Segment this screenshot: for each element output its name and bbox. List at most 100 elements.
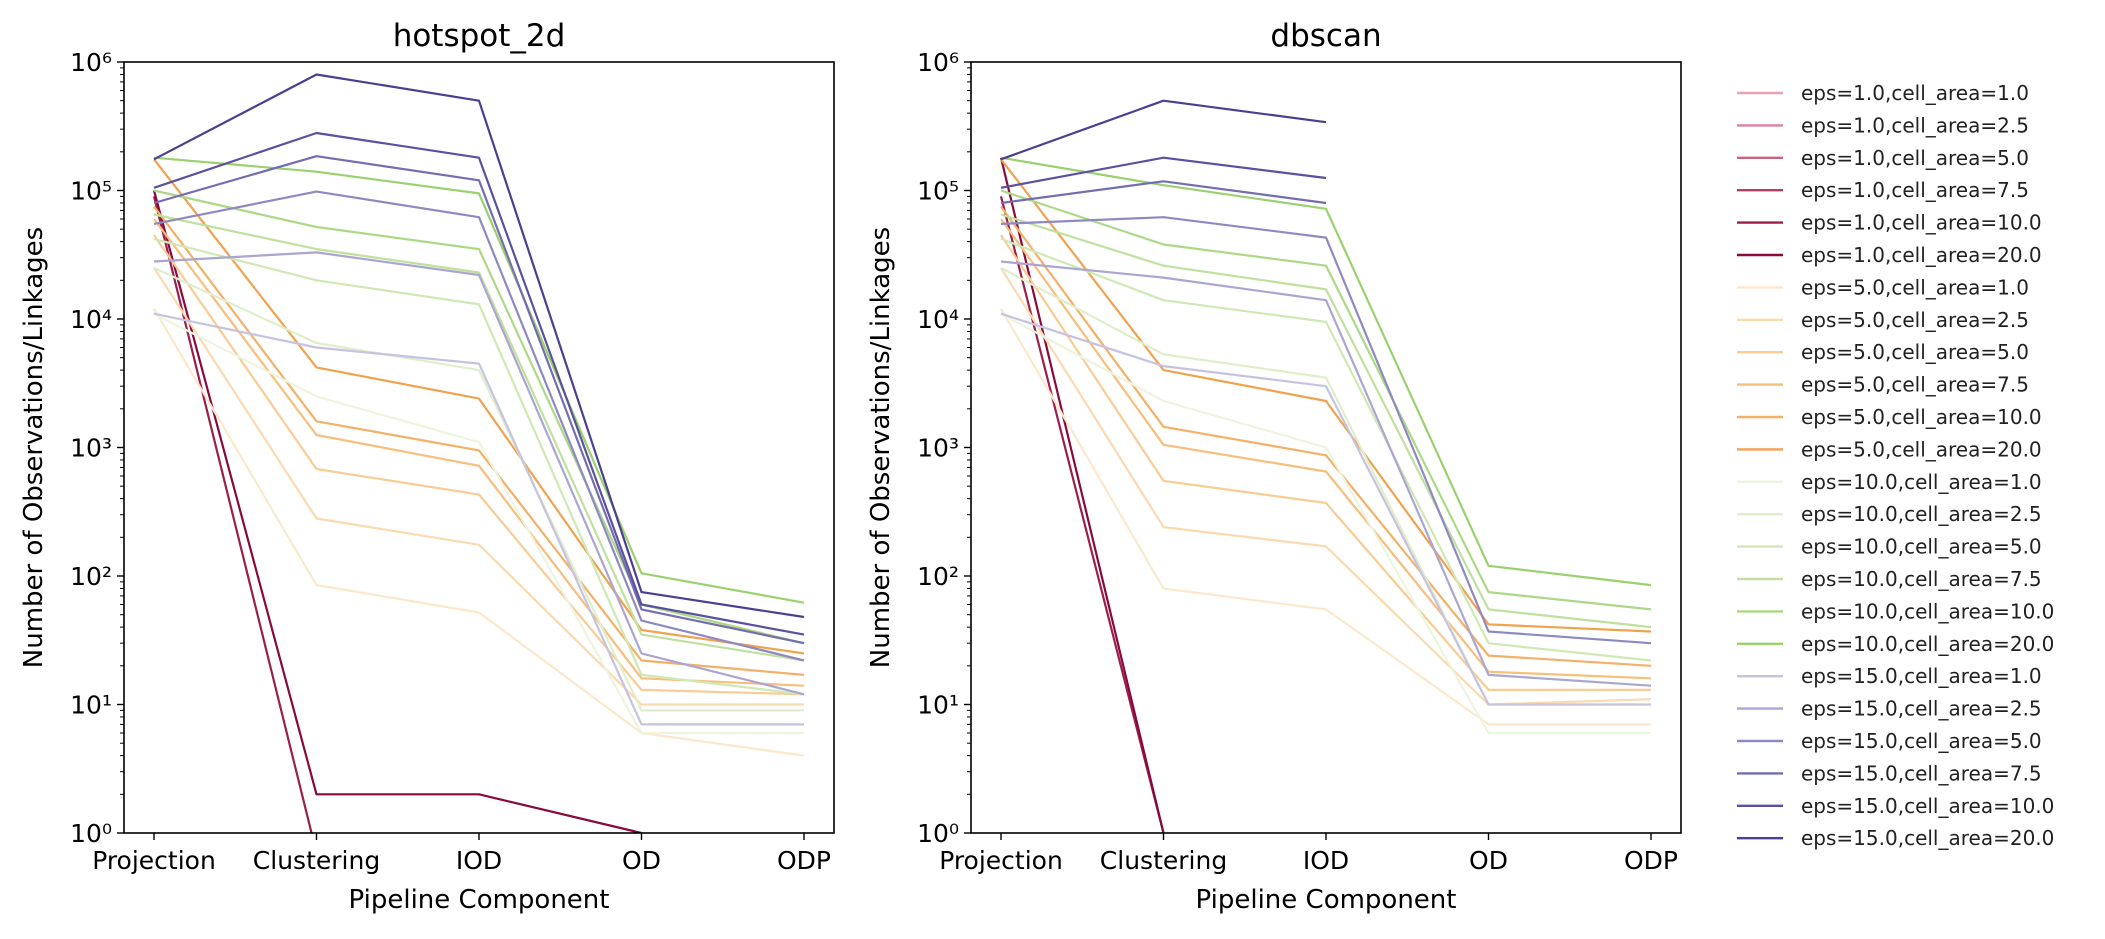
y-tick-label: 10⁴ — [917, 305, 959, 334]
series-line-19 — [1000, 312, 1651, 706]
legend-entry: eps=15.0,cell_area=5.0 — [1801, 729, 2042, 753]
y-tick-label: 10⁵ — [917, 177, 959, 206]
legend-entry: eps=1.0,cell_area=5.0 — [1801, 146, 2029, 170]
series-line-14 — [153, 266, 804, 712]
x-tick-label: IOD — [1303, 846, 1349, 875]
series-line-21 — [153, 190, 805, 662]
legend-entry: eps=5.0,cell_area=7.5 — [1801, 373, 2029, 397]
y-tick-label: 10³ — [917, 434, 959, 463]
series-line-11 — [1000, 205, 1652, 667]
legend: eps=1.0,cell_area=1.0 eps=1.0,cell_area=2… — [1737, 81, 2054, 850]
series-line-14 — [1000, 266, 1651, 706]
legend-entry: eps=15.0,cell_area=7.5 — [1801, 761, 2042, 785]
series-line-6 — [152, 190, 642, 833]
legend-entry: eps=5.0,cell_area=1.0 — [1801, 275, 2029, 299]
series-group — [999, 99, 1652, 833]
series-line-18 — [1000, 156, 1652, 587]
legend-entry: eps=15.0,cell_area=20.0 — [1801, 826, 2054, 850]
y-tick-label: 10³ — [70, 434, 112, 463]
series-line-16 — [1000, 213, 1652, 629]
series-line-22 — [153, 155, 805, 645]
legend-entry: eps=5.0,cell_area=20.0 — [1801, 437, 2042, 461]
series-line-17 — [153, 189, 805, 645]
y-tick-label: 10⁴ — [70, 305, 112, 334]
series-line-12 — [1000, 158, 1652, 633]
x-tick-label: Projection — [92, 846, 216, 875]
series-line-12 — [153, 158, 805, 655]
series-line-8 — [1000, 267, 1652, 706]
y-tick-label: 10¹ — [70, 691, 112, 720]
series-line-20 — [1000, 260, 1652, 687]
axes-frame — [123, 61, 835, 834]
x-axis-label: Pipeline Component — [1196, 885, 1457, 915]
y-axis-label: Number of Observations/Linkages — [866, 227, 896, 668]
x-tick-label: ODP — [1624, 846, 1678, 875]
y-tick-label: 10² — [917, 562, 959, 591]
series-line-23 — [153, 131, 805, 636]
y-tick-label: 10⁶ — [917, 48, 959, 77]
legend-entry: eps=10.0,cell_area=20.0 — [1801, 632, 2054, 656]
legend-entry: eps=10.0,cell_area=1.0 — [1801, 470, 2042, 494]
x-tick-label: OD — [1469, 846, 1508, 875]
series-line-15 — [153, 237, 805, 696]
series-line-7 — [153, 308, 805, 757]
series-line-13 — [1000, 312, 1651, 735]
legend-entry: eps=10.0,cell_area=2.5 — [1801, 502, 2042, 526]
series-line-20 — [153, 251, 805, 696]
legend-entry: eps=1.0,cell_area=1.0 — [1801, 81, 2029, 105]
legend-entry: eps=1.0,cell_area=10.0 — [1801, 211, 2042, 235]
series-group — [152, 73, 805, 833]
series-line-9 — [1000, 234, 1651, 692]
series-line-9 — [153, 234, 805, 696]
series-line-11 — [153, 205, 805, 676]
series-line-21 — [1000, 216, 1652, 645]
series-line-18 — [153, 156, 805, 604]
legend-entry: eps=15.0,cell_area=2.5 — [1801, 697, 2042, 721]
y-tick-label: 10⁵ — [70, 177, 112, 206]
series-line-22 — [1000, 180, 1327, 205]
series-line-16 — [153, 213, 805, 662]
legend-entry: eps=10.0,cell_area=5.0 — [1801, 535, 2042, 559]
y-tick-label: 10⁰ — [917, 819, 959, 848]
legend-entry: eps=10.0,cell_area=7.5 — [1801, 567, 2042, 591]
series-line-6 — [999, 157, 1165, 833]
legend-entry: eps=5.0,cell_area=5.0 — [1801, 340, 2029, 364]
y-tick-label: 10⁰ — [70, 819, 112, 848]
y-tick-label: 10⁶ — [70, 48, 112, 77]
chart-title: dbscan — [1270, 18, 1381, 54]
legend-entry: eps=10.0,cell_area=10.0 — [1801, 599, 2054, 623]
y-tick-label: 10² — [70, 562, 112, 591]
series-line-19 — [153, 312, 804, 726]
series-line-23 — [1000, 156, 1327, 189]
series-line-5 — [152, 196, 313, 833]
legend-entry: eps=15.0,cell_area=10.0 — [1801, 794, 2054, 818]
x-tick-label: IOD — [456, 846, 502, 875]
y-tick-label: 10¹ — [917, 691, 959, 720]
series-line-15 — [1000, 237, 1652, 662]
chart-panel-hotspot-2d: 10⁰ 10¹ 10² 10³ 10⁴ 10⁵ 10⁶ Projection Clusterin… — [19, 18, 835, 915]
series-line-8 — [153, 267, 804, 706]
x-tick-label: OD — [622, 846, 661, 875]
legend-entry: eps=1.0,cell_area=7.5 — [1801, 178, 2029, 202]
legend-entry: eps=1.0,cell_area=2.5 — [1801, 113, 2029, 137]
legend-entry: eps=5.0,cell_area=2.5 — [1801, 308, 2029, 332]
x-tick-label: Projection — [939, 846, 1063, 875]
x-tick-label: Clustering — [1100, 846, 1227, 875]
legend-entry: eps=5.0,cell_area=10.0 — [1801, 405, 2042, 429]
y-axis-label: Number of Observations/Linkages — [19, 227, 49, 668]
series-line-5 — [999, 196, 1165, 833]
series-line-24 — [153, 73, 805, 619]
chart-panel-dbscan: 10⁰ 10¹ 10² 10³ 10⁴ 10⁵ 10⁶ Projection Clusterin… — [866, 18, 1682, 915]
series-line-7 — [1000, 308, 1651, 726]
legend-entry: eps=1.0,cell_area=20.0 — [1801, 243, 2042, 267]
series-line-13 — [153, 312, 804, 735]
series-line-17 — [1000, 189, 1652, 611]
x-tick-label: Clustering — [253, 846, 380, 875]
series-line-24 — [1000, 99, 1327, 161]
x-tick-label: ODP — [777, 846, 831, 875]
legend-entry: eps=15.0,cell_area=1.0 — [1801, 664, 2042, 688]
series-line-10 — [1000, 218, 1652, 680]
chart-title: hotspot_2d — [393, 18, 566, 54]
x-axis-label: Pipeline Component — [349, 885, 610, 915]
